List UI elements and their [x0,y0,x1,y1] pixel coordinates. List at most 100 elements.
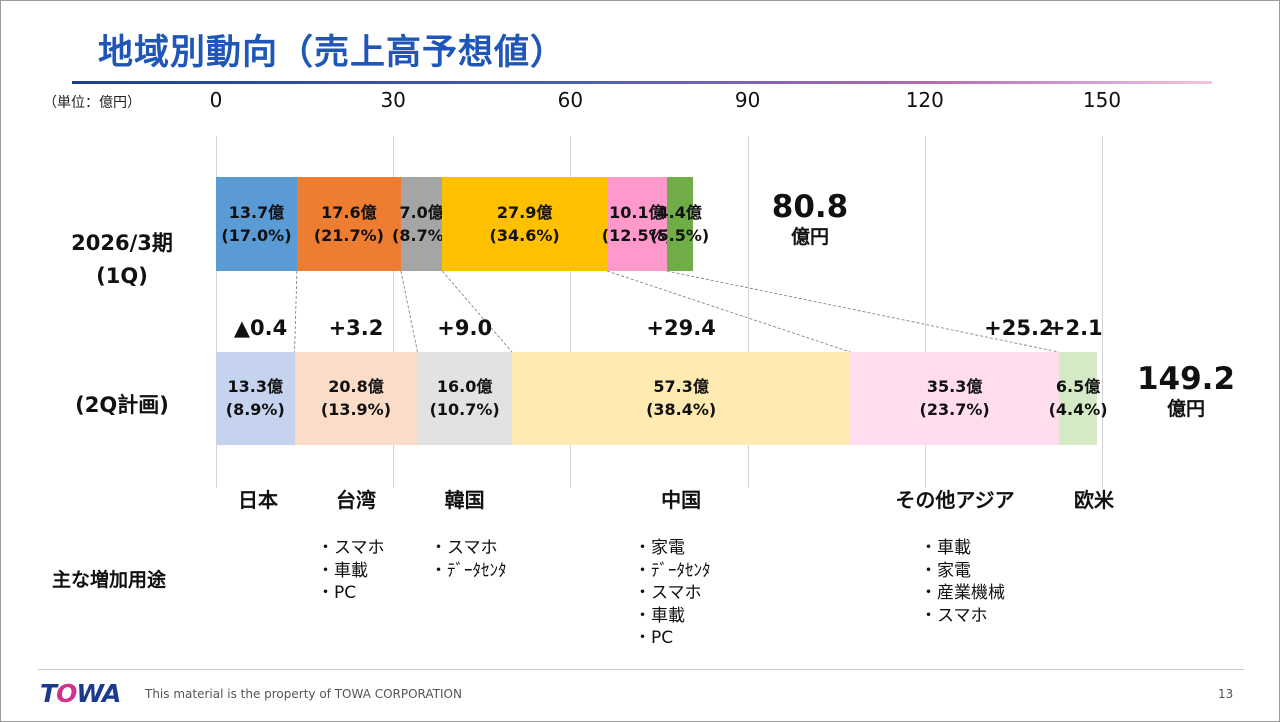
value-label: 20.8億 [328,377,384,396]
total-1q-value: 80.8 [771,189,849,225]
bar-2q-japan: 13.3億 (8.9%) [216,352,295,445]
uses-item: PC [634,627,711,650]
value-label: 6.5億 [1055,377,1101,396]
uses-item: 車載 [920,537,1005,560]
uses-item: スマホ [634,582,711,605]
region-label-japan: 日本 [238,488,278,512]
gridline [924,136,926,488]
bar-2q-west: 6.5億 (4.4%) [1049,352,1108,445]
unit-label: （単位：億円） [43,95,141,111]
gridline [216,136,217,488]
footer-divider [38,669,1244,670]
title-underline [72,81,1212,84]
value-label: 13.3億 [227,377,284,396]
x-tick-label: 0 [209,88,223,112]
uses-item: PC [317,582,385,605]
bar-1q-taiwan: 17.6億 (21.7%) [296,177,401,271]
footer-copyright: This material is the property of TOWA CO… [145,687,462,701]
percent-label: (21.7%) [313,225,384,245]
total-2q: 149.2 億円 [1130,362,1242,422]
uses-list-other-asia: 車載家電産業機械スマホ [920,537,1005,627]
uses-title: 主な増加用途 [52,569,167,591]
gridline [1102,136,1103,488]
percent-label: (17.0%) [221,225,292,245]
connector-line [294,270,298,353]
connector-line [606,270,851,353]
region-label-korea: 韓国 [444,488,485,512]
row-label-1q-line1: 2026/3期 [71,231,173,255]
uses-item: 車載 [634,605,711,628]
region-label-west: 欧米 [1074,488,1114,512]
total-2q-value: 149.2 [1136,361,1236,397]
delta-west: +2.1 [1047,316,1103,340]
value-label: 16.0億 [436,377,493,396]
x-tick-label: 30 [380,88,406,112]
percent-label: (34.6%) [489,225,560,245]
bar-2q-china: 57.3億 (38.4%) [511,352,851,445]
uses-list-taiwan: スマホ車載PC [317,537,385,605]
delta-taiwan: +3.2 [328,316,384,340]
gridline [393,136,395,488]
percent-label: (13.9%) [320,400,392,419]
connector-line [441,270,513,353]
percent-label: (12.5%) [601,225,672,245]
page-title: 地域別動向（売上高予想値） [98,33,567,73]
uses-item: スマホ [317,537,385,560]
row-label-2q-line1: (2Q計画) [75,393,169,417]
uses-item: スマホ [430,537,507,560]
uses-item: ﾃﾞｰﾀｾﾝﾀ [634,560,711,583]
row-label-1q: 2026/3期 (1Q) [52,227,192,293]
total-1q-unit: 億円 [790,226,829,248]
uses-list-china: 家電ﾃﾞｰﾀｾﾝﾀスマホ車載PC [634,537,711,650]
region-label-china: 中国 [661,488,702,512]
value-label: 4.4億 [657,202,702,222]
uses-item: スマホ [920,605,1005,628]
value-label: 13.7億 [228,202,285,222]
row-label-1q-line2: (1Q) [96,264,148,288]
gridline [747,136,749,488]
row-label-2q: (2Q計画) [52,389,192,422]
gridline [570,136,572,488]
connector-line [400,270,418,353]
x-tick-label: 150 [1082,88,1122,112]
percent-label: (38.4%) [646,400,717,419]
uses-item: ﾃﾞｰﾀｾﾝﾀ [430,560,507,583]
value-label: 27.9億 [496,202,553,222]
bar-2q-other-asia: 35.3億 (23.7%) [850,352,1059,445]
value-label: 7.0億 [399,202,444,222]
total-2q-unit: 億円 [1166,398,1205,420]
percent-label: (8.9%) [225,400,285,419]
bar-2q-korea: 16.0億 (10.7%) [417,352,512,445]
bar-1q-japan: 13.7億 (17.0%) [216,177,297,271]
x-tick-label: 60 [557,88,584,112]
delta-china: +29.4 [646,316,716,340]
value-label: 35.3億 [926,377,983,396]
percent-label: (8.7%) [392,225,452,245]
percent-label: (5.5%) [650,225,710,245]
region-label-taiwan: 台湾 [335,488,376,512]
uses-item: 家電 [920,560,1005,583]
delta-korea: +9.0 [437,316,493,340]
value-label: 57.3億 [653,377,709,396]
uses-item: 産業機械 [920,582,1005,605]
bar-1q-other-asia: 10.1億 (12.5%) [602,177,672,271]
bar-1q-korea: 7.0億 (8.7%) [392,177,451,271]
x-tick-label: 120 [905,88,944,112]
percent-label: (23.7%) [919,400,990,419]
region-label-other-asia: その他アジア [895,488,1015,512]
value-label: 10.1億 [609,202,665,222]
page-number: 13 [1218,687,1234,701]
value-label: 17.6億 [321,202,377,222]
uses-item: 車載 [317,560,385,583]
percent-label: (10.7%) [429,400,500,419]
uses-list-korea: スマホﾃﾞｰﾀｾﾝﾀ [430,537,507,582]
bar-2q-taiwan: 20.8億 (13.9%) [294,352,418,445]
bar-1q-west: 4.4億 (5.5%) [650,177,709,271]
towa-logo: TOWA [40,679,121,708]
uses-item: 家電 [634,537,711,560]
bar-1q-china: 27.9億 (34.6%) [442,177,607,271]
delta-other-asia: +25.2 [984,316,1054,340]
percent-label: (4.4%) [1048,400,1108,419]
x-tick-label: 90 [734,88,761,112]
